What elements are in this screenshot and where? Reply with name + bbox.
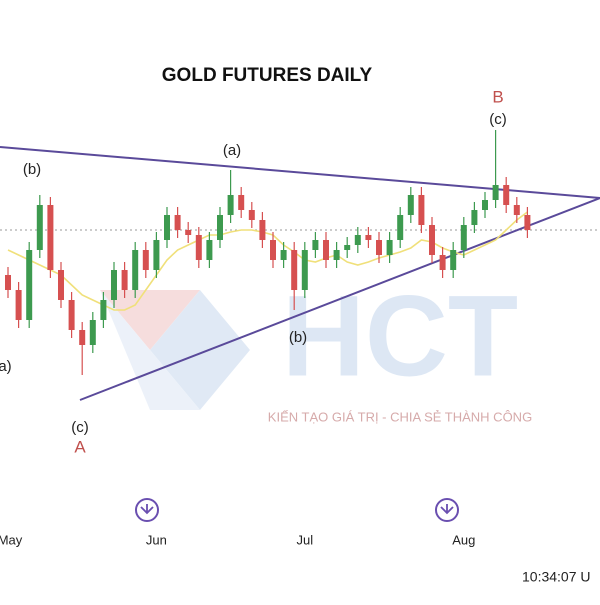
candle-body — [206, 240, 213, 260]
candle-body — [301, 250, 308, 290]
candle-body — [5, 275, 11, 290]
annotation: a) — [0, 358, 12, 375]
annotation: (b) — [289, 329, 307, 346]
candle-body — [185, 230, 192, 235]
candle-body — [312, 240, 319, 250]
candle-body — [238, 195, 245, 210]
candle-body — [513, 205, 520, 215]
candle-body — [47, 205, 54, 270]
candle-body — [365, 235, 372, 240]
candle-body — [460, 225, 467, 250]
candle-body — [492, 185, 499, 200]
event-icon[interactable] — [135, 498, 159, 522]
candle-body — [376, 240, 382, 255]
candle-body — [333, 250, 340, 260]
candle-body — [503, 185, 510, 205]
annotation: B — [492, 87, 503, 106]
candle-body — [68, 300, 75, 330]
trend-line — [0, 146, 600, 199]
candle-body — [36, 205, 43, 250]
candle-body — [79, 330, 86, 345]
candle-body — [429, 225, 435, 255]
candle-body — [26, 250, 33, 320]
candle-body — [280, 250, 287, 260]
candle-body — [397, 215, 404, 240]
candle-body — [259, 220, 266, 240]
x-tick-label: Aug — [452, 532, 475, 547]
candle-body — [248, 210, 255, 220]
candle-body — [121, 270, 128, 290]
x-tick-label: May — [0, 532, 23, 547]
moving-average — [7, 211, 528, 311]
timestamp: 10:34:07 U — [522, 569, 591, 585]
candle-body — [58, 270, 64, 300]
annotation: (c) — [71, 419, 89, 436]
candle-body — [174, 215, 181, 230]
candle-body — [153, 240, 160, 270]
x-tick-label: Jun — [146, 532, 167, 547]
trend-line — [79, 197, 600, 401]
candle-body — [407, 195, 414, 215]
candle-body — [291, 250, 298, 290]
candle-body — [217, 215, 223, 240]
candle-body — [111, 270, 117, 300]
candle-body — [270, 240, 276, 260]
candle-body — [227, 195, 234, 215]
candle-body — [132, 250, 139, 290]
candle-body — [100, 300, 107, 320]
watermark-slogan: KIẾN TẠO GIÁ TRỊ - CHIA SẺ THÀNH CÔNG — [268, 409, 532, 424]
candle-body — [471, 210, 478, 225]
candle-body — [439, 255, 446, 270]
candle-body — [482, 200, 488, 210]
candle-body — [386, 240, 393, 255]
candle-body — [89, 320, 96, 345]
plot — [5, 130, 531, 375]
candle-body — [450, 250, 457, 270]
watermark-text: HCT — [282, 272, 518, 400]
annotation: (c) — [489, 111, 507, 128]
watermark-logo: HCT — [100, 272, 518, 410]
candle-body — [344, 245, 351, 250]
chart-title: GOLD FUTURES DAILY — [162, 65, 373, 86]
candle-body — [354, 235, 361, 245]
candle-body — [164, 215, 170, 240]
candle-body — [15, 290, 22, 320]
x-tick-label: Jul — [296, 532, 313, 547]
candle-body — [195, 235, 202, 260]
annotation: (b) — [23, 161, 41, 178]
candle-body — [142, 250, 149, 270]
event-icon[interactable] — [435, 498, 459, 522]
candle-body — [524, 215, 531, 230]
annotation: (a) — [223, 142, 241, 159]
candle-body — [418, 195, 425, 225]
candle-body — [323, 240, 329, 260]
annotation: A — [74, 437, 86, 456]
